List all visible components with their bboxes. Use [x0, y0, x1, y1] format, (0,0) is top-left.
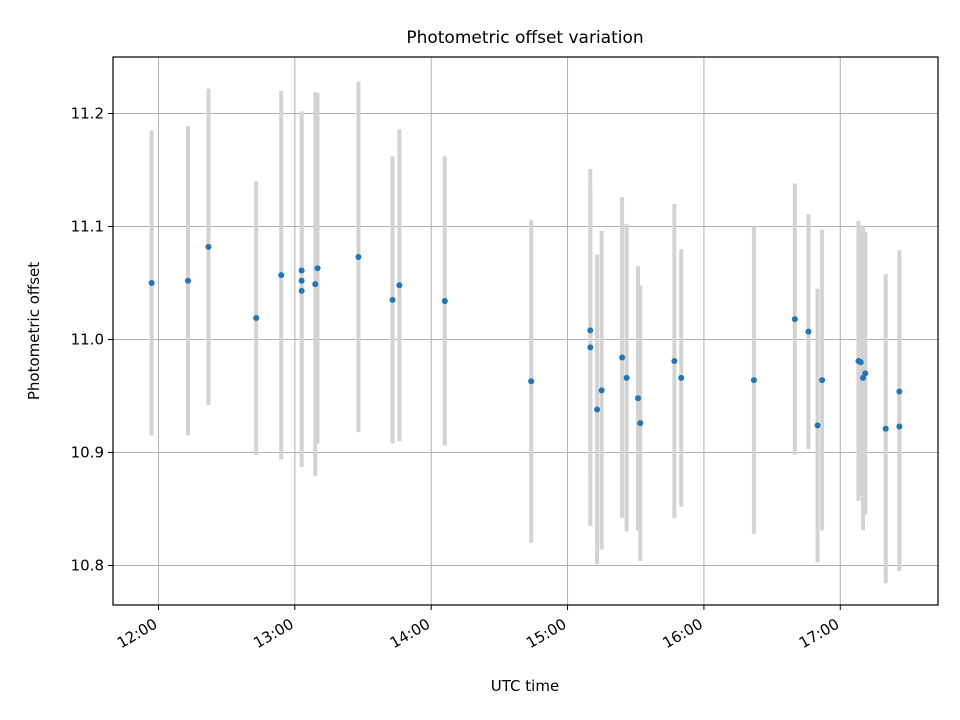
data-point: [253, 315, 260, 322]
data-point: [896, 388, 903, 395]
data-point: [278, 272, 285, 279]
data-point: [598, 387, 605, 394]
grid-lines: [113, 57, 938, 605]
data-point: [314, 265, 321, 272]
data-point: [750, 377, 757, 384]
data-point: [441, 298, 448, 305]
data-point: [896, 423, 903, 430]
data-point: [298, 267, 305, 274]
y-tick-label: 10.8: [71, 556, 104, 574]
data-point: [635, 395, 641, 402]
data-point: [791, 316, 798, 323]
data-point: [587, 344, 594, 351]
y-tick-label: 11.0: [71, 330, 104, 348]
chart-title: Photometric offset variation: [406, 28, 643, 48]
data-point: [805, 328, 812, 335]
data-point: [671, 357, 678, 364]
data-point: [389, 296, 396, 303]
data-point: [857, 359, 864, 366]
data-point: [594, 406, 601, 413]
data-point: [312, 281, 319, 288]
data-point: [623, 374, 630, 381]
data-point: [619, 354, 626, 361]
data-point: [396, 282, 403, 289]
data-point: [298, 287, 305, 294]
data-point: [819, 377, 826, 384]
data-point: [355, 253, 362, 260]
data-point: [860, 374, 866, 381]
y-tick-label: 11.1: [71, 217, 104, 235]
data-point: [882, 425, 889, 432]
y-tick-label: 10.9: [71, 443, 104, 461]
data-point: [678, 374, 685, 381]
data-point: [637, 420, 644, 427]
data-point: [205, 243, 212, 250]
data-point: [862, 370, 869, 377]
y-tick-label: 11.2: [71, 104, 104, 122]
data-point: [587, 327, 594, 334]
plot-area-frame: [112, 56, 939, 606]
data-point: [298, 277, 305, 284]
y-axis-ticks: 10.8 10.9 11.0 11.1 11.2: [71, 104, 113, 574]
x-axis-label: UTC time: [491, 677, 559, 695]
data-point: [814, 422, 821, 429]
data-points: [148, 243, 903, 432]
y-axis-label: Photometric offset: [25, 262, 43, 400]
data-point: [528, 378, 535, 385]
data-point: [185, 277, 191, 284]
data-point: [148, 279, 155, 286]
